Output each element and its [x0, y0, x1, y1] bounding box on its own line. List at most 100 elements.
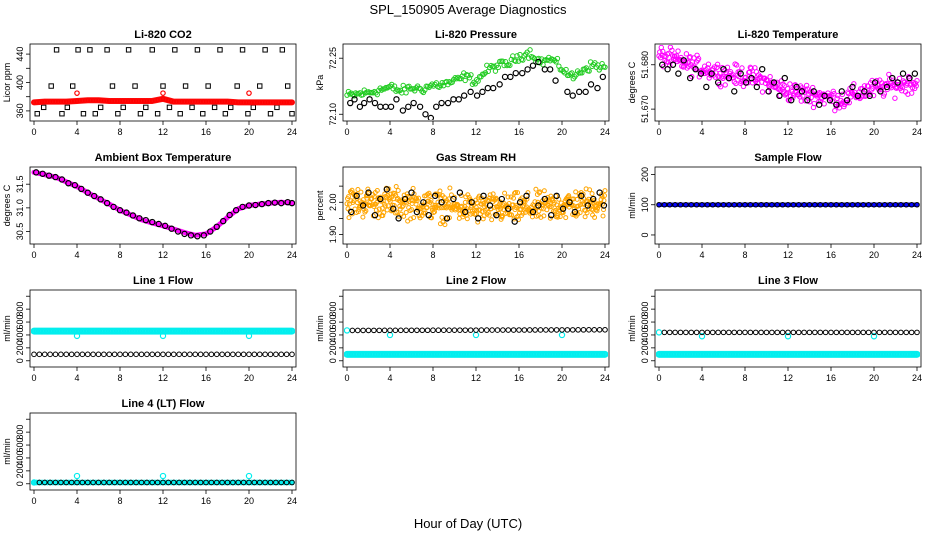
data-point — [137, 111, 144, 117]
data-point — [559, 205, 567, 212]
data-point — [801, 329, 807, 336]
data-point — [526, 351, 533, 358]
data-point — [838, 88, 845, 95]
x-tick-label: 16 — [201, 250, 211, 260]
data-point — [225, 99, 230, 104]
data-point — [71, 479, 78, 486]
data-point — [401, 195, 409, 203]
data-point — [685, 351, 692, 358]
data-point — [475, 219, 481, 225]
x-tick-label: 8 — [117, 250, 122, 260]
data-point — [351, 96, 358, 103]
data-point — [432, 351, 439, 358]
data-point — [470, 351, 477, 358]
data-point — [883, 83, 891, 91]
data-point — [695, 55, 702, 62]
chart-rh: Gas Stream RH percent 0 4 8 12 16 20 24 1.90 2.00 — [315, 152, 610, 260]
data-point — [591, 351, 598, 358]
data-point — [270, 100, 276, 105]
data-point — [752, 351, 759, 358]
data-point — [720, 329, 727, 336]
data-point — [87, 328, 94, 334]
data-point — [80, 98, 85, 103]
data-point — [714, 64, 720, 70]
data-point — [572, 351, 579, 358]
data-point — [851, 81, 857, 87]
data-point — [187, 351, 193, 358]
data-point — [793, 202, 799, 208]
data-point — [537, 327, 544, 333]
data-point — [575, 327, 581, 333]
data-point — [427, 351, 434, 358]
y-tick-label: 0 — [328, 358, 338, 363]
data-point — [660, 48, 666, 55]
data-point — [192, 99, 198, 104]
data-point — [865, 329, 872, 336]
data-point — [698, 333, 706, 340]
data-point — [779, 351, 786, 358]
chart-ambient: Ambient Box Temperature degrees C 0 4 8 12 16 2… — [2, 152, 297, 260]
data-point — [256, 351, 263, 358]
chart-sample: Sample Flow ml/min 0 4 8 12 16 20 24 0 100 200 — [627, 152, 922, 260]
data-point — [125, 98, 131, 104]
data-point — [734, 202, 740, 208]
data-point — [142, 216, 149, 224]
data-point — [405, 351, 412, 358]
data-point — [389, 207, 395, 213]
data-point — [860, 329, 867, 336]
data-point — [725, 351, 732, 358]
data-point — [431, 209, 437, 215]
data-point — [763, 329, 770, 336]
data-point — [168, 479, 174, 486]
data-point — [160, 96, 166, 102]
data-point — [566, 193, 572, 199]
data-point — [208, 479, 215, 486]
data-point — [446, 351, 453, 358]
data-point — [898, 329, 904, 336]
data-point — [677, 329, 684, 336]
data-point — [98, 328, 105, 334]
data-point — [857, 351, 864, 358]
data-point — [117, 98, 123, 104]
data-point — [289, 351, 295, 358]
data-point — [541, 213, 547, 219]
data-point — [564, 327, 571, 333]
data-point — [459, 203, 465, 209]
data-layer — [344, 184, 608, 228]
data-point — [138, 328, 145, 334]
data-point — [227, 328, 234, 334]
data-point — [847, 202, 853, 208]
data-point — [245, 472, 253, 480]
data-point — [820, 202, 826, 208]
data-point — [899, 84, 906, 90]
data-point — [838, 201, 845, 208]
data-point — [571, 208, 579, 216]
data-point — [591, 197, 597, 203]
data-point — [64, 104, 71, 111]
data-point — [53, 99, 58, 104]
data-point — [507, 73, 514, 81]
data-point — [243, 328, 250, 334]
data-point — [219, 99, 225, 104]
data-point — [190, 99, 195, 104]
y-axis-label: ml/min — [2, 315, 12, 342]
data-point — [245, 111, 251, 117]
data-point — [567, 351, 573, 358]
data-point — [455, 96, 462, 103]
data-point — [680, 202, 686, 208]
data-point — [588, 351, 595, 358]
data-point — [232, 328, 239, 334]
data-point — [661, 201, 668, 208]
data-point — [745, 202, 750, 208]
data-layer — [344, 326, 608, 358]
data-point — [366, 96, 373, 103]
data-point — [589, 191, 595, 197]
data-point — [841, 351, 848, 358]
data-point — [758, 329, 764, 336]
data-point — [486, 202, 494, 209]
data-point — [79, 328, 86, 334]
data-point — [835, 92, 841, 99]
data-point — [765, 88, 772, 95]
data-point — [39, 479, 45, 486]
data-point — [591, 327, 598, 333]
